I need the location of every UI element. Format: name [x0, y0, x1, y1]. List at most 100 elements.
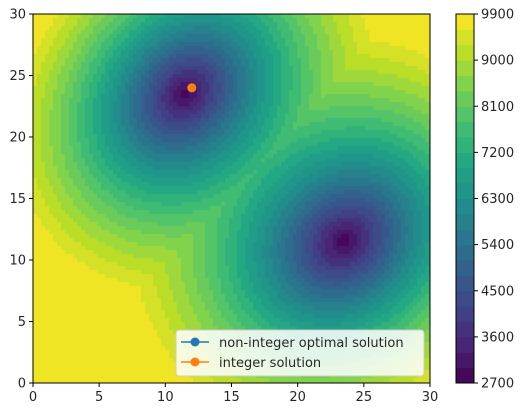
contour-cell [205, 174, 210, 179]
contour-cell [413, 198, 418, 203]
contour-cell [165, 102, 170, 107]
contour-cell [93, 110, 98, 115]
contour-cell [81, 202, 86, 207]
contour-cell [85, 178, 90, 183]
contour-cell [269, 86, 274, 91]
contour-cell [341, 90, 346, 95]
contour-cell [341, 22, 346, 27]
contour-cell [189, 70, 194, 75]
contour-cell [241, 110, 246, 115]
contour-cell [313, 134, 318, 139]
contour-cell [61, 170, 66, 175]
contour-cell [417, 198, 422, 203]
contour-cell [193, 142, 198, 147]
contour-cell [353, 62, 358, 67]
contour-cell [333, 34, 338, 39]
contour-cell [117, 142, 122, 147]
contour-cell [121, 86, 126, 91]
contour-cell [329, 106, 334, 111]
contour-cell [405, 150, 410, 155]
contour-cell [61, 62, 66, 67]
contour-cell [73, 74, 78, 79]
contour-cell [137, 202, 142, 207]
contour-cell [333, 38, 338, 43]
contour-cell [97, 126, 102, 131]
contour-cell [229, 106, 234, 111]
contour-cell [341, 122, 346, 127]
contour-cell [125, 206, 130, 211]
contour-cell [277, 198, 282, 203]
contour-cell [133, 194, 138, 199]
contour-cell [377, 142, 382, 147]
contour-cell [129, 14, 134, 19]
contour-cell [85, 142, 90, 147]
contour-cell [249, 158, 254, 163]
contour-cell [401, 74, 406, 79]
contour-cell [53, 42, 58, 47]
contour-cell [73, 150, 78, 155]
contour-cell [81, 138, 86, 143]
contour-cell [45, 66, 50, 71]
contour-cell [317, 62, 322, 67]
contour-cell [109, 30, 114, 35]
contour-cell [413, 170, 418, 175]
contour-cell [301, 18, 306, 23]
contour-cell [317, 46, 322, 51]
contour-cell [269, 138, 274, 143]
contour-cell [181, 66, 186, 71]
contour-cell [361, 42, 366, 47]
contour-cell [221, 70, 226, 75]
contour-cell [213, 90, 218, 95]
contour-cell [417, 66, 422, 71]
contour-cell [245, 86, 250, 91]
contour-cell [229, 134, 234, 139]
contour-cell [277, 58, 282, 63]
contour-cell [333, 182, 338, 187]
contour-cell [309, 74, 314, 79]
contour-cell [249, 26, 254, 31]
contour-cell [409, 150, 414, 155]
contour-cell [321, 118, 326, 123]
contour-cell [361, 78, 366, 83]
contour-cell [85, 86, 90, 91]
contour-cell [161, 46, 166, 51]
contour-cell [265, 18, 270, 23]
contour-cell [273, 178, 278, 183]
contour-cell [137, 154, 142, 159]
contour-cell [281, 94, 286, 99]
contour-cell [409, 26, 414, 31]
contour-cell [229, 198, 234, 203]
contour-cell [361, 154, 366, 159]
contour-cell [49, 162, 54, 167]
contour-cell [281, 86, 286, 91]
contour-cell [165, 182, 170, 187]
contour-cell [113, 190, 118, 195]
contour-cell [289, 170, 294, 175]
contour-cell [329, 78, 334, 83]
contour-cell [65, 150, 70, 155]
contour-cell [245, 14, 250, 19]
contour-cell [269, 110, 274, 115]
contour-cell [289, 38, 294, 43]
contour-cell [129, 58, 134, 63]
contour-cell [217, 34, 222, 39]
contour-cell [341, 138, 346, 143]
contour-cell [325, 130, 330, 135]
contour-cell [245, 182, 250, 187]
contour-cell [205, 34, 210, 39]
contour-cell [353, 170, 358, 175]
contour-cell [181, 74, 186, 79]
contour-cell [145, 210, 150, 215]
contour-cell [153, 134, 158, 139]
contour-cell [337, 206, 342, 211]
contour-cell [133, 106, 138, 111]
contour-cell [357, 194, 362, 199]
contour-cell [397, 94, 402, 99]
contour-cell [409, 78, 414, 83]
contour-cell [341, 162, 346, 167]
contour-cell [89, 158, 94, 163]
contour-cell [353, 90, 358, 95]
contour-cell [369, 90, 374, 95]
contour-cell [253, 198, 258, 203]
contour-cell [69, 178, 74, 183]
